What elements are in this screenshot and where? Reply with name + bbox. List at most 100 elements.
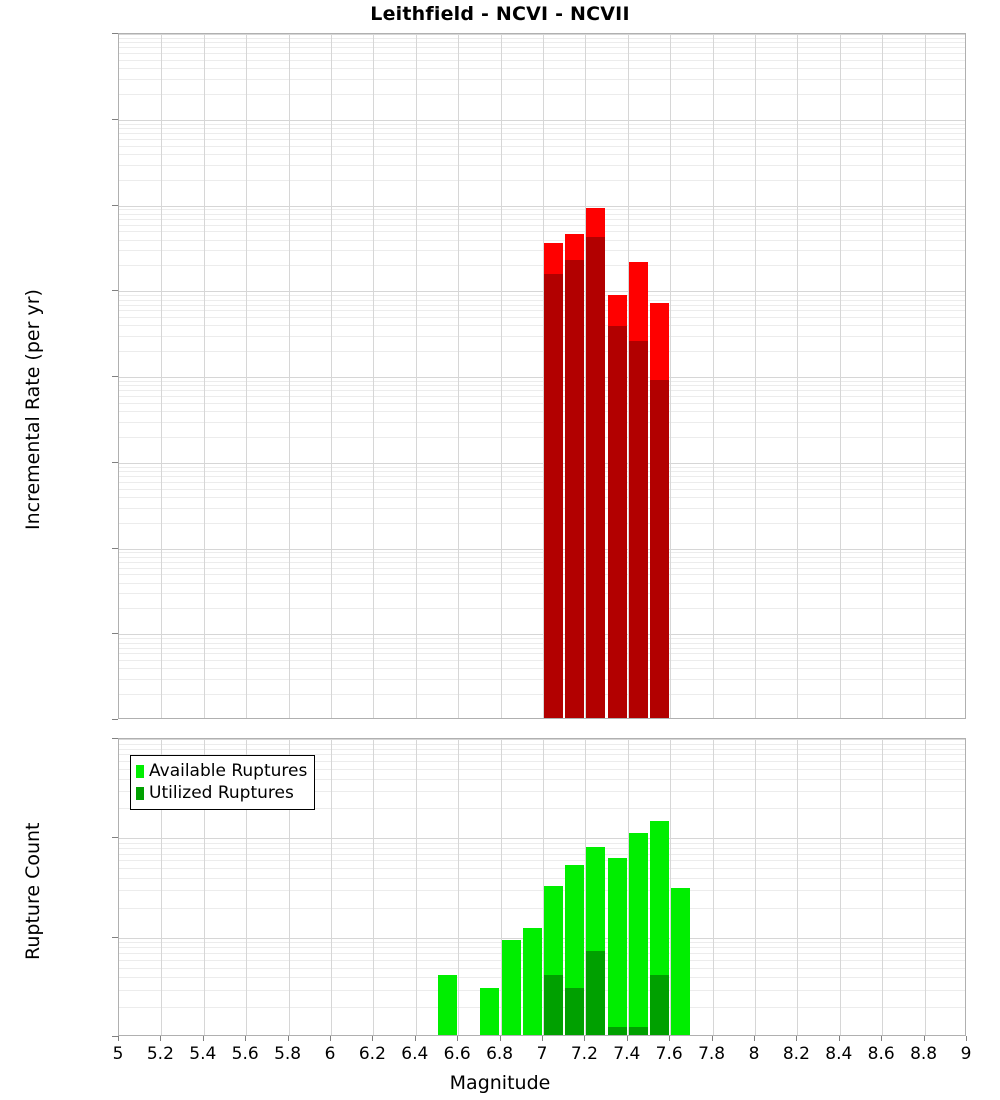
gridline-minor <box>119 583 965 584</box>
gridline-minor <box>119 411 965 412</box>
y-tick-mark <box>112 837 118 838</box>
gridline-vertical <box>670 739 671 1035</box>
gridline-major <box>119 120 965 121</box>
gridline-vertical <box>458 34 459 718</box>
gridline-minor <box>119 403 965 404</box>
gridline-minor <box>119 497 965 498</box>
gridline-minor <box>119 769 965 770</box>
gridline-minor <box>119 351 965 352</box>
bar-nucleation <box>586 236 605 718</box>
gridline-minor <box>119 225 965 226</box>
gridline-minor <box>119 749 965 750</box>
gridline-vertical <box>840 739 841 1035</box>
gridline-minor <box>119 325 965 326</box>
gridline-vertical <box>373 34 374 718</box>
gridline-minor <box>119 552 965 553</box>
gridline-vertical <box>246 34 247 718</box>
bar-utilized-ruptures <box>544 975 563 1035</box>
gridline-minor <box>119 336 965 337</box>
gridline-vertical <box>797 34 798 718</box>
legend-label-utilized-ruptures: Utilized Ruptures <box>149 782 294 803</box>
bar-utilized-ruptures <box>650 975 669 1035</box>
x-tick-mark <box>160 1036 161 1041</box>
x-tick-mark <box>203 1036 204 1041</box>
gridline-vertical <box>373 739 374 1035</box>
gridline-minor <box>119 843 965 844</box>
gridline-vertical <box>925 34 926 718</box>
y-tick-mark <box>112 205 118 206</box>
y-tick-mark <box>112 738 118 739</box>
gridline-minor <box>119 146 965 147</box>
gridline-minor <box>119 476 965 477</box>
gridline-major <box>119 634 965 635</box>
x-tick-label: 6.6 <box>443 1044 471 1064</box>
gridline-vertical <box>204 34 205 718</box>
gridline-vertical <box>458 739 459 1035</box>
x-tick-label: 6.4 <box>401 1044 429 1064</box>
x-tick-label: 5.6 <box>231 1044 259 1064</box>
gridline-minor <box>119 848 965 849</box>
gridline-minor <box>119 643 965 644</box>
gridline-vertical <box>713 739 714 1035</box>
gridline-vertical <box>501 739 502 1035</box>
x-tick-label: 6.8 <box>486 1044 514 1064</box>
gridline-minor <box>119 791 965 792</box>
bar-nucleation <box>650 379 669 718</box>
x-tick-label: 6.2 <box>358 1044 386 1064</box>
gridline-vertical <box>331 34 332 718</box>
x-tick-mark <box>542 1036 543 1041</box>
x-tick-label: 8.8 <box>910 1044 938 1064</box>
x-tick-label: 5.8 <box>274 1044 302 1064</box>
y-tick-mark <box>112 119 118 120</box>
gridline-minor <box>119 139 965 140</box>
gridline-minor <box>119 960 965 961</box>
gridline-vertical <box>585 739 586 1035</box>
gridline-vertical <box>161 739 162 1035</box>
gridline-vertical <box>755 739 756 1035</box>
gridline-minor <box>119 94 965 95</box>
x-tick-mark <box>330 1036 331 1041</box>
bar-available-ruptures <box>480 987 499 1035</box>
gridline-vertical <box>416 739 417 1035</box>
x-tick-mark <box>966 1036 967 1041</box>
gridline-minor <box>119 38 965 39</box>
gridline-minor <box>119 381 965 382</box>
x-tick-mark <box>881 1036 882 1041</box>
x-tick-mark <box>415 1036 416 1041</box>
x-tick-label: 7.4 <box>613 1044 641 1064</box>
bar-nucleation <box>608 326 627 718</box>
x-tick-mark <box>796 1036 797 1041</box>
x-tick-mark <box>372 1036 373 1041</box>
gridline-minor <box>119 422 965 423</box>
gridline-minor <box>119 694 965 695</box>
gridline-vertical <box>585 34 586 718</box>
y-tick-mark <box>112 633 118 634</box>
gridline-minor <box>119 396 965 397</box>
gridline-minor <box>119 568 965 569</box>
gridline-minor <box>119 128 965 129</box>
gridline-vertical <box>501 34 502 718</box>
gridline-vertical <box>882 34 883 718</box>
gridline-minor <box>119 295 965 296</box>
gridline-vertical <box>543 34 544 718</box>
gridline-minor <box>119 653 965 654</box>
x-tick-mark <box>457 1036 458 1041</box>
x-tick-label: 8 <box>748 1044 760 1064</box>
gridline-vertical <box>161 34 162 718</box>
gridline-minor <box>119 744 965 745</box>
gridline-minor <box>119 808 965 809</box>
x-tick-label: 5.4 <box>189 1044 217 1064</box>
gridline-major <box>119 838 965 839</box>
gridline-major <box>119 291 965 292</box>
x-tick-label: 7.2 <box>570 1044 598 1064</box>
legend-label-available-ruptures: Available Ruptures <box>149 760 308 781</box>
gridline-minor <box>119 562 965 563</box>
gridline-minor <box>119 754 965 755</box>
x-tick-label: 8.6 <box>867 1044 895 1064</box>
gridline-minor <box>119 180 965 181</box>
gridline-minor <box>119 574 965 575</box>
bar-series-bottom <box>119 739 965 1035</box>
gridline-vertical <box>797 739 798 1035</box>
page-title: Leithfield - NCVI - NCVII <box>370 3 630 25</box>
bar-available-ruptures <box>608 857 627 1035</box>
